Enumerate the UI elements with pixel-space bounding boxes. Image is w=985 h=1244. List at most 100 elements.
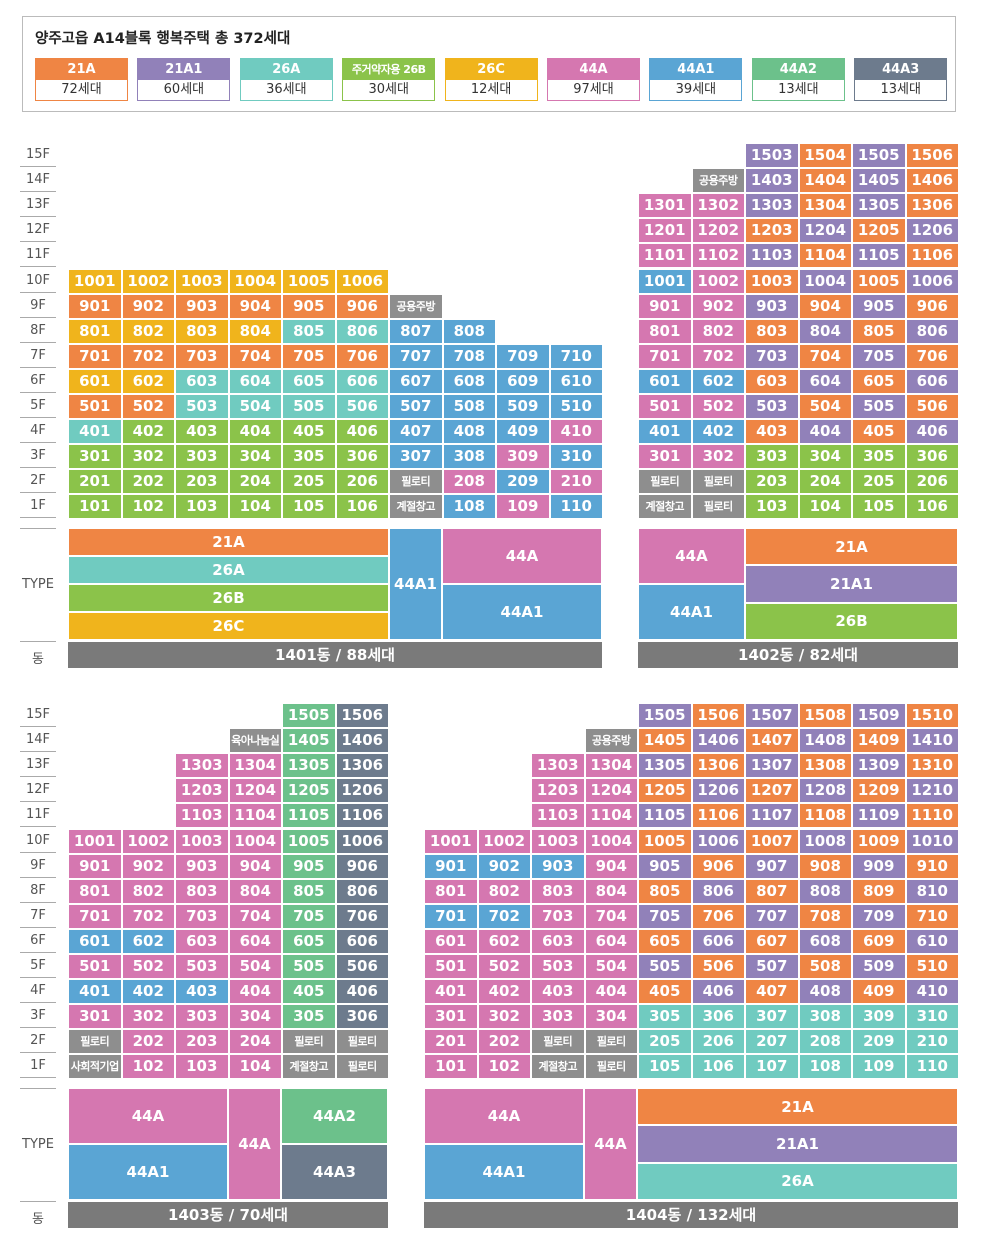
unit-cell: 905	[282, 853, 336, 879]
type-block: 44A	[68, 1088, 228, 1144]
unit-cell: 506	[691, 954, 745, 980]
unit-cell: 802	[477, 878, 531, 904]
unit-cell: 210	[905, 1029, 959, 1055]
unit-cell: 405	[282, 979, 336, 1005]
floor-label: 11F	[20, 803, 56, 828]
unit-cell: 106	[905, 494, 959, 520]
floor-label: 7F	[20, 904, 56, 928]
unit-cell: 1510	[905, 703, 959, 729]
legend-type-name: 21A1	[138, 59, 230, 80]
floor-label: 9F	[20, 294, 56, 318]
unit-cell: 508	[442, 394, 496, 420]
unit-cell: 808	[798, 878, 852, 904]
floor-label: 14F	[20, 168, 56, 193]
legend-item-21A1: 21A1 60세대	[137, 58, 231, 101]
unit-cell: 610	[905, 928, 959, 954]
unit-cell: 704	[584, 903, 638, 929]
unit-cell: 705	[852, 343, 906, 369]
unit-cell: 503	[745, 394, 799, 420]
unit-cell: 104	[228, 494, 282, 520]
unit-cell: 607	[745, 928, 799, 954]
unit-cell: 301	[68, 444, 122, 470]
floor-label: 5F	[20, 394, 56, 418]
unit-cell: 1405	[282, 728, 336, 754]
type-block: 44A1	[424, 1144, 584, 1200]
unit-cell: 1006	[905, 268, 959, 294]
unit-cell: 605	[282, 368, 336, 394]
facility-cell: 필로티	[691, 469, 745, 495]
unit-cell: 708	[442, 343, 496, 369]
unit-cell: 207	[745, 1029, 799, 1055]
unit-cell: 1405	[638, 728, 692, 754]
unit-cell: 206	[691, 1029, 745, 1055]
unit-cell: 102	[121, 494, 175, 520]
unit-cell: 108	[442, 494, 496, 520]
unit-cell: 502	[121, 394, 175, 420]
unit-cell: 1002	[121, 268, 175, 294]
unit-cell: 702	[121, 903, 175, 929]
unit-cell: 510	[905, 954, 959, 980]
unit-cell: 1002	[477, 828, 531, 854]
legend-type-name: 21A	[36, 59, 127, 80]
floor-label: 7F	[20, 344, 56, 368]
unit-cell: 804	[228, 318, 282, 344]
unit-cell: 302	[477, 1004, 531, 1030]
facility-cell: 계절창고	[638, 494, 692, 520]
building-name: 1403동 / 70세대	[68, 1202, 388, 1228]
unit-cell: 1206	[905, 218, 959, 244]
unit-cell: 706	[691, 903, 745, 929]
legend-item-26A: 26A 36세대	[239, 58, 333, 101]
unit-cell: 1007	[745, 828, 799, 854]
unit-cell: 701	[424, 903, 478, 929]
type-block: 21A	[68, 528, 389, 556]
floor-label: 15F	[20, 143, 56, 167]
unit-cell: 509	[496, 394, 550, 420]
legend-box: 양주고읍 A14블록 행복주택 총 372세대 21A 72세대 21A1 60세대 2…	[22, 16, 956, 112]
unit-cell: 1005	[282, 268, 336, 294]
unit-cell: 303	[175, 1004, 229, 1030]
unit-cell: 110	[549, 494, 603, 520]
building-name: 1402동 / 82세대	[638, 642, 958, 668]
unit-cell: 702	[477, 903, 531, 929]
unit-cell: 102	[477, 1054, 531, 1080]
unit-cell: 1008	[798, 828, 852, 854]
unit-cell: 105	[852, 494, 906, 520]
unit-cell: 204	[798, 469, 852, 495]
unit-cell: 506	[335, 394, 389, 420]
unit-cell: 1303	[175, 753, 229, 779]
unit-cell: 410	[905, 979, 959, 1005]
unit-cell: 308	[442, 444, 496, 470]
unit-cell: 1002	[121, 828, 175, 854]
unit-cell: 1306	[691, 753, 745, 779]
unit-cell: 504	[228, 394, 282, 420]
unit-cell: 604	[228, 928, 282, 954]
unit-cell: 1104	[228, 803, 282, 829]
unit-cell: 1209	[852, 778, 906, 804]
unit-cell: 1006	[335, 828, 389, 854]
type-block: 44A	[638, 528, 745, 584]
unit-cell: 610	[549, 368, 603, 394]
unit-cell: 1506	[905, 143, 959, 169]
facility-cell: 필로티	[584, 1054, 638, 1080]
unit-cell: 1103	[175, 803, 229, 829]
unit-cell: 1409	[852, 728, 906, 754]
unit-cell: 406	[691, 979, 745, 1005]
unit-cell: 1001	[424, 828, 478, 854]
unit-cell: 1404	[798, 168, 852, 194]
unit-cell: 702	[691, 343, 745, 369]
unit-cell: 704	[798, 343, 852, 369]
unit-cell: 301	[68, 1004, 122, 1030]
unit-cell: 1101	[638, 243, 692, 269]
unit-cell: 1505	[852, 143, 906, 169]
unit-cell: 905	[852, 293, 906, 319]
unit-cell: 709	[852, 903, 906, 929]
unit-cell: 509	[852, 954, 906, 980]
unit-cell: 1506	[335, 703, 389, 729]
unit-cell: 107	[745, 1054, 799, 1080]
unit-cell: 1005	[638, 828, 692, 854]
legend-unit-count: 30세대	[343, 80, 435, 100]
floor-label: 10F	[20, 269, 56, 293]
unit-cell: 102	[121, 1054, 175, 1080]
unit-cell: 906	[335, 853, 389, 879]
unit-cell: 103	[745, 494, 799, 520]
